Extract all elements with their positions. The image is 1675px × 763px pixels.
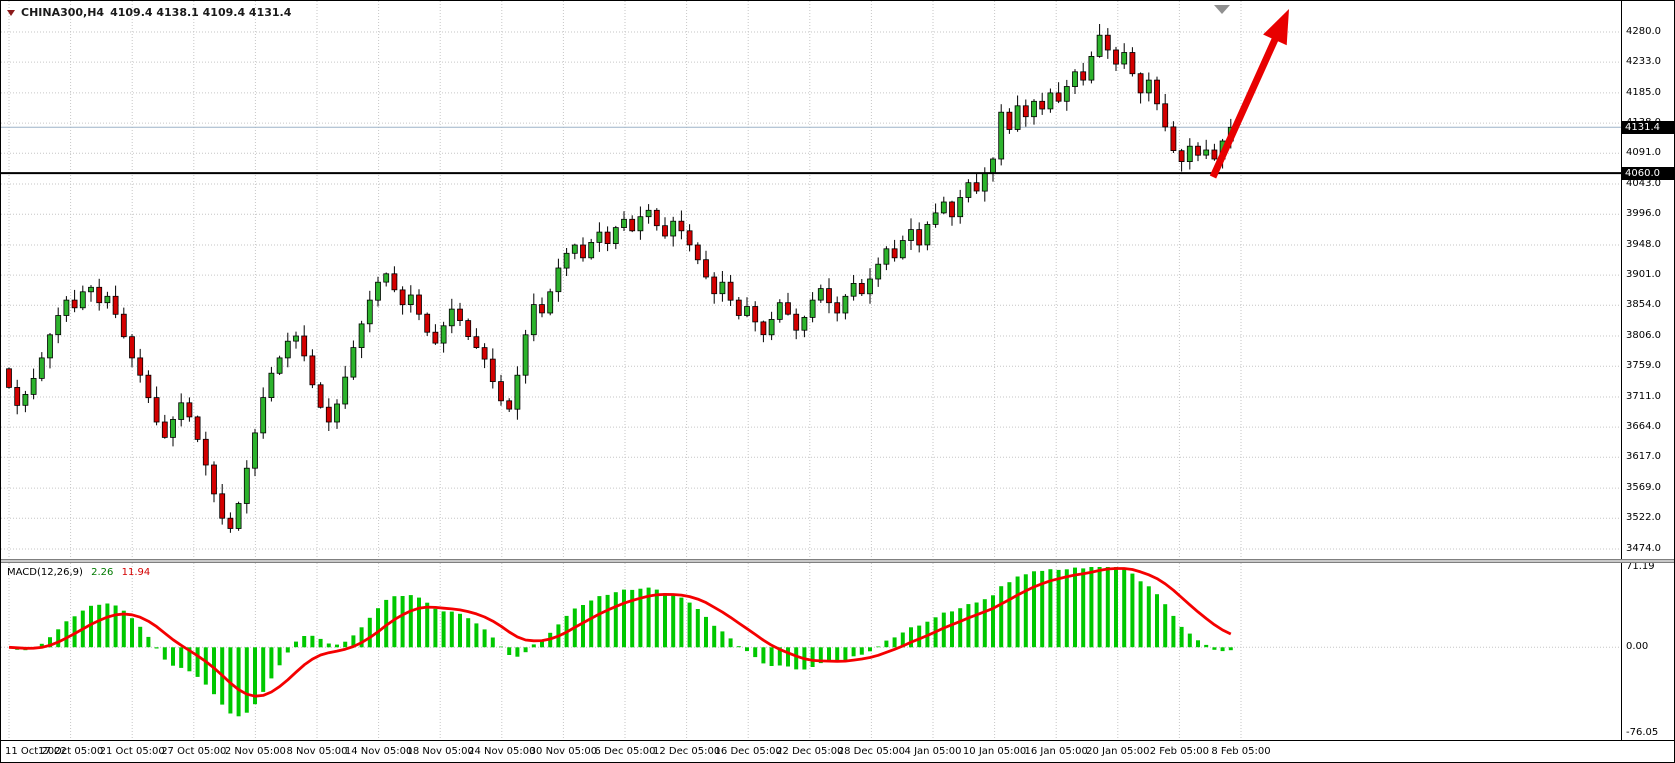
time-axis[interactable]: 11 Oct 2022 17 Oct 05:00 21 Oct 05:00 27 Oc… — [1, 740, 1674, 762]
macd-tick-label: -76.05 — [1626, 727, 1659, 738]
price-tick-label: 4233.0 — [1626, 56, 1661, 67]
price-tick-label: 3474.0 — [1626, 543, 1661, 554]
time-tick-label: 2 Nov 05:00 — [224, 746, 286, 757]
time-tick-label: 24 Nov 05:00 — [468, 746, 536, 757]
macd-name: MACD(12,26,9) — [7, 567, 83, 578]
candles — [6, 24, 1234, 533]
time-tick-label: 8 Feb 05:00 — [1211, 746, 1271, 757]
macd-tick-label: 71.19 — [1626, 561, 1655, 572]
macd-signal-value: 11.94 — [121, 567, 151, 578]
price-tick-label: 3711.0 — [1626, 391, 1661, 402]
price-tick-label: 4091.0 — [1626, 147, 1661, 158]
time-tick-label: 10 Jan 05:00 — [962, 746, 1027, 757]
time-tick-label: 17 Oct 05:00 — [37, 746, 104, 757]
price-tick-label: 3664.0 — [1626, 421, 1661, 432]
price-axis[interactable]: 4280.04233.04185.04138.04091.04043.03996… — [1621, 1, 1674, 740]
price-tick-label: 4043.0 — [1626, 178, 1661, 189]
time-tick-label: 30 Nov 05:00 — [529, 746, 598, 757]
macd-panel — [1, 563, 1621, 740]
price-tick-label: 3569.0 — [1626, 482, 1661, 493]
macd-tick-label: 0.00 — [1626, 641, 1649, 652]
price-tick-label: 3996.0 — [1626, 208, 1661, 219]
price-tick-label: 3522.0 — [1626, 512, 1661, 523]
time-tick-label: 12 Dec 05:00 — [652, 746, 721, 757]
macd-signal-line — [8, 567, 1232, 698]
time-tick-label: 4 Jan 05:00 — [904, 746, 962, 757]
panel-splitter[interactable] — [1, 559, 1674, 563]
macd-indicator-label: MACD(12,26,9) 2.26 11.94 — [7, 567, 150, 578]
time-tick-label: 18 Nov 05:00 — [406, 746, 474, 757]
price-tick-label: 3854.0 — [1626, 299, 1661, 310]
time-tick-label: 2 Feb 05:00 — [1149, 746, 1210, 757]
price-tick-label: 3617.0 — [1626, 451, 1661, 462]
price-chart-panel[interactable] — [1, 1, 1621, 559]
time-tick-label: 16 Jan 05:00 — [1024, 746, 1088, 757]
autoscroll-icon[interactable] — [1214, 5, 1230, 14]
time-tick-label: 28 Dec 05:00 — [837, 746, 906, 757]
price-tick-label: 3948.0 — [1626, 239, 1661, 250]
hline-price-badge: 4060.0 — [1622, 167, 1674, 180]
chart-title: CHINA300,H4 4109.4 4138.1 4109.4 4131.4 — [7, 6, 291, 19]
macd-histogram — [15, 567, 1233, 717]
time-tick-label: 16 Dec 05:00 — [714, 746, 782, 757]
time-tick-label: 27 Oct 05:00 — [161, 746, 227, 757]
time-tick-label: 21 Oct 05:00 — [99, 746, 165, 757]
time-tick-label: 11 Oct 2022 — [5, 746, 67, 757]
symbol-timeframe-label: CHINA300,H4 — [21, 6, 105, 19]
symbol-marker-icon — [7, 9, 15, 16]
time-tick-label: 22 Dec 05:00 — [776, 746, 844, 757]
price-tick-label: 3759.0 — [1626, 360, 1661, 371]
bid-price-badge: 4131.4 — [1622, 121, 1674, 134]
price-tick-label: 3901.0 — [1626, 269, 1661, 280]
time-tick-label: 6 Dec 05:00 — [594, 746, 656, 757]
macd-main-value: 2.26 — [91, 567, 114, 578]
price-tick-label: 4280.0 — [1626, 26, 1661, 37]
time-tick-label: 20 Jan 05:00 — [1086, 746, 1150, 757]
price-tick-label: 3806.0 — [1626, 330, 1661, 341]
trend-arrow[interactable] — [1209, 9, 1289, 179]
time-tick-label: 8 Nov 05:00 — [286, 746, 348, 757]
ohlc-values-label: 4109.4 4138.1 4109.4 4131.4 — [110, 6, 292, 19]
price-tick-label: 4185.0 — [1626, 87, 1661, 98]
time-tick-label: 14 Nov 05:00 — [344, 746, 413, 757]
